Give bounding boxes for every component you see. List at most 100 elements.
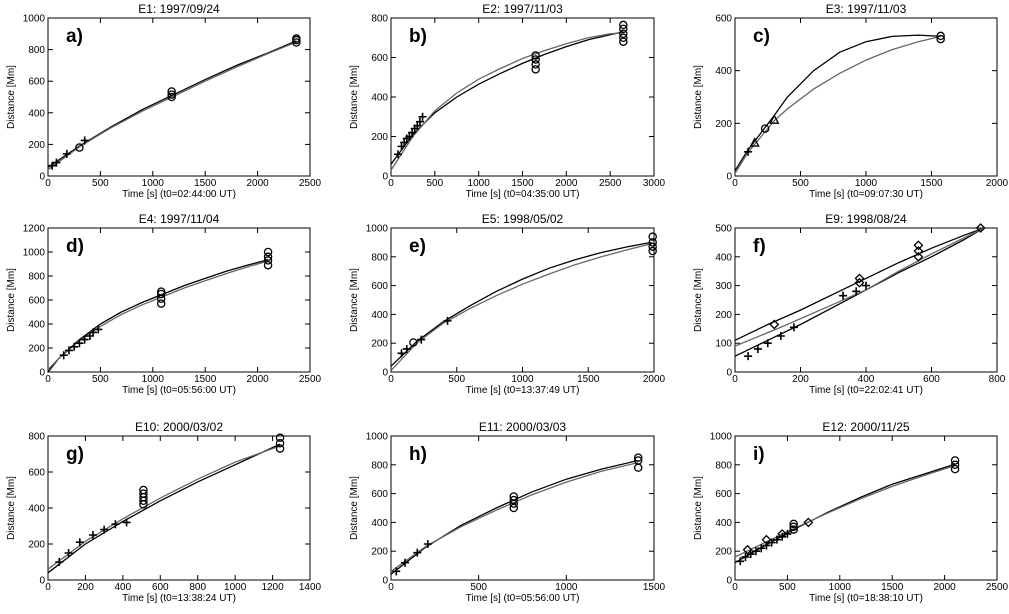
x-axis-label: Time [s] (t0=05:56:00 UT) <box>122 385 236 396</box>
x-tick-label: 500 <box>792 178 809 189</box>
panel-i: 0 500 1000 1500 2000 2500 0 200 400 600 800 1000 E12… <box>693 420 1009 604</box>
plot-frame <box>390 17 655 177</box>
x-axis-label: Time [s] (t0=13:38:24 UT) <box>122 593 236 604</box>
y-tick-label: 400 <box>371 310 388 321</box>
fit-curve-1 <box>47 260 269 371</box>
x-tick-label: 2500 <box>299 374 322 385</box>
fit-curve-1 <box>390 32 624 171</box>
fit-curve-2 <box>734 227 985 347</box>
plus-marker <box>744 147 753 156</box>
chart-title: E9: 1998/08/24 <box>825 212 907 226</box>
plus-marker <box>122 518 131 527</box>
plus-marker <box>852 287 861 296</box>
plus-marker <box>59 351 68 360</box>
plus-marker <box>776 332 785 340</box>
x-tick-label: 2500 <box>986 582 1009 593</box>
x-tick-label: 2000 <box>555 178 578 189</box>
x-tick-label: 0 <box>45 178 51 189</box>
diamond-marker <box>913 240 924 251</box>
y-tick-label: 200 <box>28 344 45 355</box>
fit-curve-0 <box>47 40 297 168</box>
y-tick-label: 1200 <box>23 224 46 235</box>
circle-marker <box>648 246 657 256</box>
circle-marker <box>619 29 628 39</box>
circle-marker <box>619 37 628 46</box>
plot-frame <box>734 435 998 581</box>
y-tick-label: 1000 <box>366 224 389 235</box>
plus-marker <box>736 557 745 566</box>
plot-frame <box>734 227 998 373</box>
y-tick-label: 600 <box>371 489 388 500</box>
plus-marker <box>415 117 424 126</box>
diamond-marker <box>803 517 814 528</box>
y-tick-label: 800 <box>371 460 388 471</box>
x-tick-label: 1000 <box>224 582 247 593</box>
x-tick-label: 500 <box>426 178 443 189</box>
x-tick-label: 600 <box>923 374 940 385</box>
x-tick-label: 500 <box>92 178 109 189</box>
x-tick-label: 0 <box>732 178 738 189</box>
x-axis-label: Time [s] (t0=18:38:10 UT) <box>809 593 923 604</box>
plus-marker <box>757 544 766 553</box>
circle-marker <box>936 34 945 44</box>
y-tick-label: 800 <box>28 272 45 283</box>
plus-marker <box>52 158 61 167</box>
x-tick-label: 800 <box>989 374 1006 385</box>
plus-marker <box>418 112 427 121</box>
x-tick-label: 1500 <box>643 582 666 593</box>
circle-marker <box>156 299 166 308</box>
y-tick-label: 600 <box>371 281 388 292</box>
y-axis-label: Distance [Mm] <box>349 268 360 332</box>
y-tick-label: 0 <box>726 172 732 183</box>
chart-title: E4: 1997/11/04 <box>139 212 220 226</box>
circle-marker <box>619 33 628 43</box>
y-tick-label: 300 <box>715 281 732 292</box>
y-tick-label: 800 <box>28 45 45 56</box>
y-tick-label: 200 <box>715 547 732 558</box>
chart-title: E2: 1997/11/03 <box>482 2 563 16</box>
y-tick-label: 600 <box>28 77 45 88</box>
triangle-marker <box>749 137 760 147</box>
plus-marker <box>111 520 120 529</box>
x-tick-label: 0 <box>388 374 394 385</box>
panel-label: i) <box>753 444 765 465</box>
plus-marker <box>443 316 452 325</box>
circle-marker <box>275 433 285 443</box>
plus-marker <box>394 150 403 159</box>
circle-marker <box>531 51 540 60</box>
x-axis-label: Time [s] (t0=09:07:30 UT) <box>809 189 923 200</box>
circle-marker <box>648 242 657 251</box>
x-tick-label: 2500 <box>299 178 322 189</box>
diamond-marker <box>913 246 924 256</box>
y-tick-label: 400 <box>28 320 45 331</box>
circle-marker <box>633 456 643 465</box>
circle-marker <box>263 252 273 262</box>
x-axis-label: Time [s] (t0=04:35:00 UT) <box>466 189 580 200</box>
plus-marker <box>862 281 870 290</box>
plus-marker <box>80 335 89 344</box>
circle-marker <box>156 289 166 299</box>
circle-marker <box>409 338 418 347</box>
diamond-marker <box>742 544 753 555</box>
y-tick-label: 400 <box>715 518 732 529</box>
plus-marker <box>744 352 753 361</box>
circle-marker <box>648 232 657 241</box>
y-tick-label: 800 <box>371 14 388 25</box>
y-tick-label: 400 <box>371 518 388 529</box>
plus-marker <box>62 149 71 158</box>
fit-curve-0 <box>734 463 956 564</box>
x-tick-label: 1000 <box>511 374 534 385</box>
fit-curve-1 <box>734 227 985 341</box>
plus-marker <box>89 328 98 337</box>
panel-label: c) <box>753 26 770 47</box>
plus-marker <box>64 346 73 355</box>
circle-marker <box>167 87 176 96</box>
y-tick-label: 0 <box>39 576 45 587</box>
circle-marker <box>509 503 518 513</box>
y-tick-label: 200 <box>715 310 732 321</box>
circle-marker <box>789 522 798 531</box>
plus-marker <box>783 529 792 538</box>
plus-marker <box>751 547 760 556</box>
y-tick-label: 600 <box>715 489 732 500</box>
plus-marker <box>64 549 73 557</box>
